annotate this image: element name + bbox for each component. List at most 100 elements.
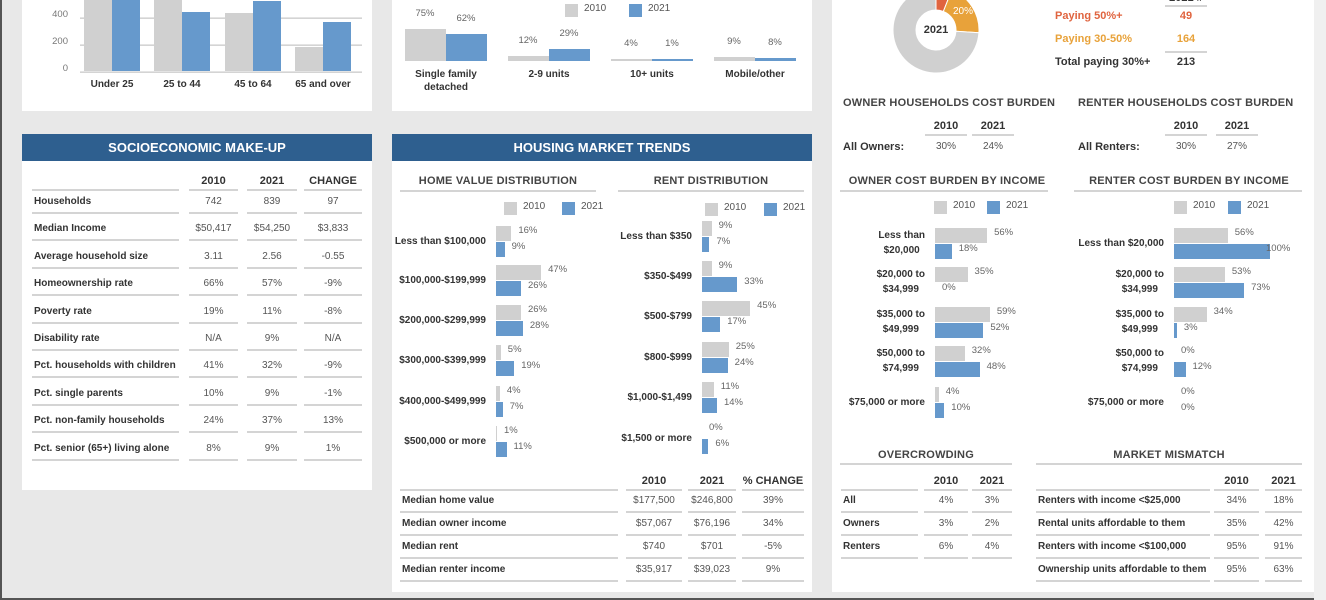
divider: [189, 189, 238, 191]
divider: [688, 511, 736, 513]
divider: [247, 239, 297, 242]
divider: [742, 489, 804, 491]
bar-2021: [496, 402, 503, 417]
row-label: Median renter income: [402, 564, 506, 575]
divider: [626, 557, 682, 559]
chart-title: HOME VALUE DISTRIBUTION: [418, 175, 578, 187]
bar-value-label: 32%: [971, 345, 991, 356]
divider: [1036, 511, 1210, 513]
divider: [304, 266, 362, 269]
bar-value-label: 19%: [521, 360, 541, 371]
cell-value: -8%: [324, 305, 342, 317]
divider: [189, 212, 238, 214]
bar-value-label: 12%: [518, 34, 538, 46]
bar-value-label: 25%: [735, 341, 755, 352]
divider: [189, 376, 238, 379]
bar-2021: [112, 0, 140, 71]
bar-2021: [1174, 323, 1177, 338]
row-label: Homeownership rate: [34, 278, 133, 290]
donut-slice-label: 20%: [952, 6, 974, 17]
divider: [32, 321, 179, 324]
row-label: Pct. households with children: [34, 360, 176, 372]
bar-2010: [702, 342, 729, 357]
row-label: Poverty rate: [34, 305, 92, 317]
cell-value: -9%: [324, 278, 342, 290]
cell-value: 13%: [322, 415, 344, 427]
bar-value-label: 29%: [559, 27, 579, 39]
y-tick-label: 400: [52, 9, 68, 20]
divider: [304, 349, 362, 351]
category-label: $100,000-$199,999: [399, 275, 486, 286]
divider: [626, 489, 682, 491]
cell-value: 10%: [203, 387, 224, 399]
divider: [304, 403, 362, 406]
divider: [189, 321, 238, 324]
bar-value-label: 12%: [1192, 361, 1212, 372]
bar-2010: [935, 387, 939, 402]
divider: [742, 511, 804, 513]
divider: [1165, 5, 1207, 7]
divider: [304, 321, 362, 324]
bar-value-label: 10%: [951, 402, 971, 413]
cell-value: 91%: [1273, 541, 1294, 552]
cell-value: 3%: [938, 518, 954, 529]
column-header: 2021: [980, 120, 1006, 132]
bar-value-label: 0%: [942, 282, 956, 293]
bar-2010: [714, 57, 755, 61]
legend-swatch-2021: [629, 4, 642, 17]
value: 27%: [1226, 141, 1248, 152]
bar-2021: [182, 11, 210, 71]
column-header: 2010: [201, 175, 226, 187]
y-tick-label: 0: [62, 63, 68, 74]
column-header: 2010: [1224, 475, 1249, 487]
row-label: Average household size: [34, 250, 149, 262]
bar-value-label: 33%: [744, 276, 764, 287]
bar-2021: [253, 1, 281, 71]
cell-value: 4%: [938, 495, 954, 506]
value: 30%: [1175, 141, 1197, 152]
cell-value: 9%: [765, 564, 781, 575]
cell-value: $39,023: [693, 564, 731, 575]
legend-label-0: Paying 50%+: [1055, 10, 1123, 22]
bar-value-label: 75%: [415, 7, 435, 19]
column-header: 2021 #: [1169, 0, 1203, 4]
scrollbar[interactable]: [1314, 0, 1326, 600]
category-label: $1,500 or more: [621, 433, 692, 444]
socioeconomic-panel: [22, 134, 372, 490]
bar-2010: [508, 55, 549, 61]
bar-2010: [935, 346, 965, 361]
category-label: $800-$999: [644, 352, 692, 363]
category-label: $500,000 or more: [404, 436, 486, 447]
cell-value: 24%: [203, 415, 224, 427]
bar-2021: [496, 281, 521, 296]
divider: [247, 266, 297, 269]
category-label: 2-9 units: [528, 69, 570, 80]
row-label: Median rent: [402, 541, 459, 552]
bar-value-label: 4%: [945, 386, 960, 397]
cell-value: 4%: [984, 541, 1000, 552]
cell-value: 742: [205, 196, 222, 207]
cell-value: 95%: [1226, 564, 1247, 575]
bar-2010: [496, 226, 512, 241]
bar-2010: [611, 59, 652, 61]
bar-2021: [702, 358, 728, 373]
row-label: Owners: [843, 518, 880, 529]
bar-value-label: 45%: [757, 300, 777, 311]
legend-swatch-2010: [934, 201, 947, 214]
bar-value-label: 3%: [1183, 322, 1198, 333]
bar-2021: [702, 398, 717, 413]
bar-value-label: 73%: [1251, 282, 1271, 293]
divider: [972, 557, 1012, 559]
bar-value-label: 11%: [513, 441, 532, 452]
housing-market-header: HOUSING MARKET TRENDS: [392, 134, 812, 161]
cell-value: $54,250: [253, 223, 291, 235]
cell-value: 2.56: [262, 250, 282, 262]
divider: [840, 463, 1012, 465]
divider: [742, 534, 804, 536]
divider: [1265, 580, 1302, 582]
cell-value: $3,833: [317, 223, 349, 235]
cell-value: $701: [700, 541, 724, 552]
category-label: $75,000 or more: [1087, 397, 1164, 408]
bar-value-label: 1%: [665, 38, 679, 49]
bar-value-label: 16%: [518, 225, 538, 236]
